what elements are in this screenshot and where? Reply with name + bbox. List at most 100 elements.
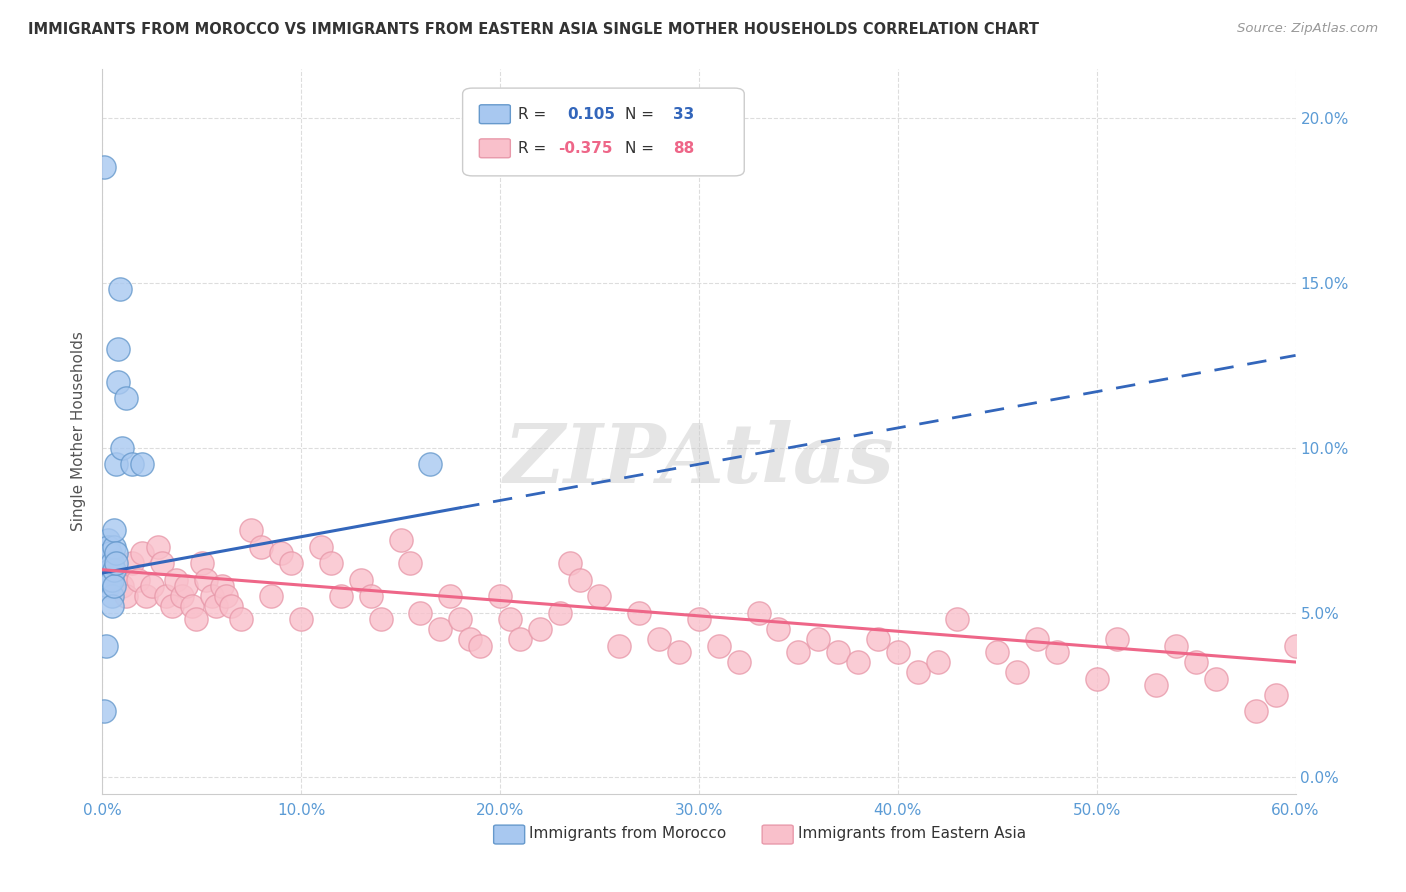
Point xyxy=(111,441,134,455)
Point xyxy=(399,556,422,570)
Point xyxy=(105,546,128,560)
Point xyxy=(96,556,118,570)
Point xyxy=(180,599,202,613)
Point xyxy=(111,579,134,593)
Text: Immigrants from Eastern Asia: Immigrants from Eastern Asia xyxy=(799,826,1026,841)
Point xyxy=(927,655,949,669)
Text: 0.105: 0.105 xyxy=(568,107,616,121)
Point xyxy=(97,533,120,547)
Point xyxy=(1284,639,1306,653)
Point xyxy=(174,579,197,593)
Point xyxy=(103,540,125,554)
Point xyxy=(607,639,630,653)
Text: N =: N = xyxy=(624,107,659,121)
Point xyxy=(1005,665,1028,679)
Point xyxy=(489,589,512,603)
Point xyxy=(150,556,173,570)
Point xyxy=(105,457,128,471)
Point xyxy=(1144,678,1167,692)
Point xyxy=(1205,672,1227,686)
Point xyxy=(787,645,810,659)
Text: -0.375: -0.375 xyxy=(558,141,613,156)
Text: 50.0%: 50.0% xyxy=(1073,804,1121,818)
Point xyxy=(135,589,157,603)
Point xyxy=(146,540,169,554)
Point xyxy=(98,573,121,587)
Point xyxy=(866,632,889,646)
Point xyxy=(429,622,451,636)
Point xyxy=(588,589,610,603)
Point xyxy=(548,606,571,620)
Point xyxy=(1105,632,1128,646)
Point xyxy=(121,556,143,570)
Point xyxy=(648,632,671,646)
Point xyxy=(115,391,138,405)
Point xyxy=(107,342,129,356)
Text: 30.0%: 30.0% xyxy=(675,804,723,818)
Point xyxy=(96,639,118,653)
Point xyxy=(101,573,124,587)
Text: R =: R = xyxy=(517,107,551,121)
Point xyxy=(1085,672,1108,686)
Text: 10.0%: 10.0% xyxy=(277,804,325,818)
Point xyxy=(121,457,143,471)
Point xyxy=(214,589,236,603)
Point xyxy=(260,589,283,603)
Point xyxy=(907,665,929,679)
Point xyxy=(439,589,461,603)
Point xyxy=(707,639,730,653)
Point xyxy=(165,573,187,587)
Text: 33: 33 xyxy=(672,107,695,121)
Point xyxy=(131,457,153,471)
Point xyxy=(468,639,491,653)
Point xyxy=(93,705,115,719)
Text: 20.0%: 20.0% xyxy=(475,804,524,818)
Point xyxy=(131,546,153,560)
Text: ZIPAtlas: ZIPAtlas xyxy=(503,420,894,500)
Point xyxy=(96,573,118,587)
Point xyxy=(887,645,910,659)
Point xyxy=(221,599,243,613)
Point xyxy=(160,599,183,613)
Point xyxy=(105,573,128,587)
Point xyxy=(329,589,352,603)
Point xyxy=(107,375,129,389)
Point xyxy=(319,556,342,570)
Point xyxy=(190,556,212,570)
Point xyxy=(93,161,115,175)
Point xyxy=(986,645,1008,659)
Point xyxy=(768,622,790,636)
Text: 88: 88 xyxy=(672,141,695,156)
Point xyxy=(115,589,138,603)
Point xyxy=(170,589,193,603)
FancyBboxPatch shape xyxy=(494,825,524,844)
Point xyxy=(1264,688,1286,702)
Point xyxy=(419,457,441,471)
Point xyxy=(98,556,121,570)
Point xyxy=(98,566,121,580)
Point xyxy=(1244,705,1267,719)
Point xyxy=(105,556,128,570)
FancyBboxPatch shape xyxy=(762,825,793,844)
Point xyxy=(204,599,226,613)
Point xyxy=(231,612,253,626)
Point xyxy=(499,612,522,626)
Point xyxy=(101,556,124,570)
Y-axis label: Single Mother Households: Single Mother Households xyxy=(72,331,86,531)
Point xyxy=(668,645,690,659)
Point xyxy=(97,546,120,560)
Point xyxy=(98,566,121,580)
Point xyxy=(97,546,120,560)
Point xyxy=(280,556,302,570)
Point xyxy=(101,566,124,580)
Point xyxy=(370,612,392,626)
FancyBboxPatch shape xyxy=(479,104,510,124)
Point xyxy=(309,540,332,554)
Point xyxy=(96,573,118,587)
Text: 40.0%: 40.0% xyxy=(873,804,922,818)
Point xyxy=(449,612,471,626)
Point xyxy=(103,523,125,537)
Text: N =: N = xyxy=(624,141,659,156)
Point xyxy=(98,563,121,577)
Point xyxy=(250,540,273,554)
